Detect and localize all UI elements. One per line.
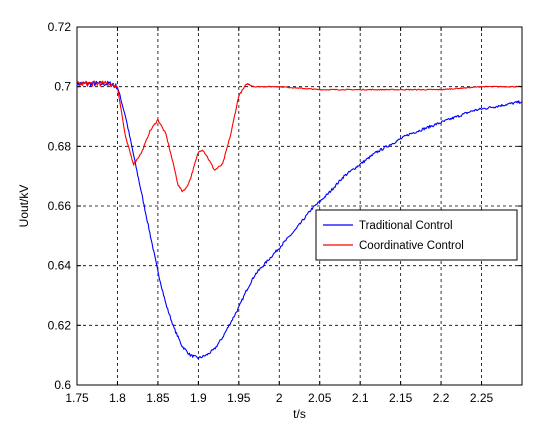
x-tick-label: 1.75 — [65, 391, 89, 405]
y-tick-label: 0.62 — [48, 318, 72, 332]
x-tick-label: 2.1 — [352, 391, 369, 405]
grid-lines — [77, 27, 522, 385]
x-tick-label: 1.95 — [227, 391, 251, 405]
x-tick-label: 2.2 — [433, 391, 450, 405]
x-tick-label: 2.15 — [389, 391, 413, 405]
y-tick-label: 0.66 — [48, 199, 72, 213]
series-line-traditional — [76, 80, 523, 360]
x-axis-ticks: 1.75 1.8 1.85 1.9 1.95 2 2.05 2.1 2.15 2.2 2.25 — [65, 27, 494, 405]
y-tick-label: 0.68 — [48, 139, 72, 153]
series-layer — [76, 80, 523, 360]
x-tick-label: 2 — [276, 391, 283, 405]
x-tick-label: 2.25 — [470, 391, 494, 405]
y-tick-label: 0.72 — [48, 20, 72, 34]
y-axis-ticks: 0.6 0.62 0.64 0.66 0.68 0.7 0.72 — [48, 20, 522, 392]
x-tick-label: 1.8 — [109, 391, 126, 405]
x-tick-label: 1.85 — [146, 391, 170, 405]
legend-box — [315, 209, 518, 261]
x-tick-label: 1.9 — [190, 391, 207, 405]
legend: Traditional Control Coordinative Control — [315, 209, 518, 261]
y-axis-label: Uout/kV — [17, 185, 31, 228]
series-line-coordinative — [76, 80, 523, 193]
y-tick-label: 0.64 — [48, 259, 72, 273]
legend-label-traditional: Traditional Control — [359, 220, 453, 232]
legend-label-coordinative: Coordinative Control — [359, 240, 464, 252]
y-tick-label: 0.6 — [54, 378, 71, 392]
y-tick-label: 0.7 — [54, 80, 71, 94]
x-axis-label: t/s — [293, 407, 306, 421]
x-tick-label: 2.05 — [308, 391, 332, 405]
